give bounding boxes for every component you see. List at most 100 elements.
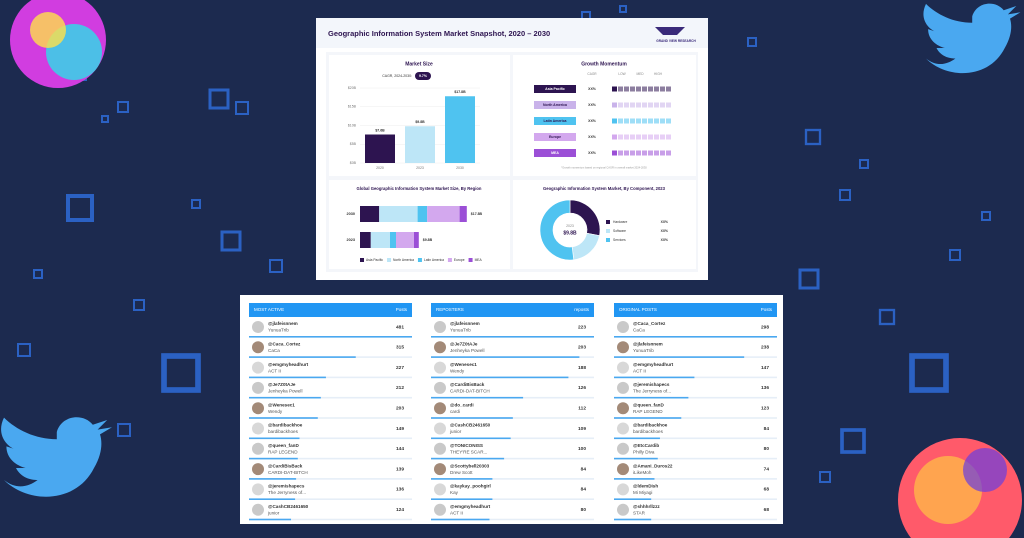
count: 100 xyxy=(578,446,586,452)
region-name: Europe xyxy=(549,135,561,139)
panel xyxy=(513,55,696,176)
note: *Growth momentum based on regional CAGR … xyxy=(561,166,647,170)
momentum-square xyxy=(648,86,653,92)
handle: @jlafeisnnem xyxy=(633,342,663,347)
decor-square xyxy=(878,308,896,326)
count: 147 xyxy=(761,365,769,371)
dashboard-title: Geographic Information System Market Sna… xyxy=(328,29,550,38)
decor-square xyxy=(798,268,820,290)
count-track xyxy=(249,376,412,379)
avatar xyxy=(434,503,446,516)
display-name: Wendy xyxy=(268,409,283,414)
momentum-square xyxy=(666,118,671,124)
momentum-square xyxy=(642,150,647,156)
count-bar xyxy=(249,356,356,358)
display-name: The Jerryness of... xyxy=(633,389,671,394)
momentum-square xyxy=(630,134,635,140)
count-bar xyxy=(249,396,321,399)
handle: @CardiBisBack xyxy=(450,382,485,387)
momentum-square xyxy=(648,102,653,108)
handle: @queen_fanD xyxy=(268,443,299,448)
handle: @shhhrllzzz xyxy=(633,504,660,509)
x-tick-label: 2020 xyxy=(376,166,384,170)
count-bar xyxy=(431,518,490,521)
display-name: iLikeMoh xyxy=(633,470,652,475)
legend-swatch xyxy=(387,258,392,262)
display-name: Jenheyka Powell xyxy=(450,348,484,353)
center-value: $9.8B xyxy=(563,230,577,236)
momentum-square xyxy=(624,86,629,92)
column-header: LOW xyxy=(618,72,625,76)
handle: @jlafeisnnem xyxy=(268,321,298,326)
count-bar xyxy=(431,356,580,358)
decor-square xyxy=(804,128,822,146)
avatar xyxy=(617,422,629,435)
count-track xyxy=(614,518,777,521)
momentum-square xyxy=(654,150,659,156)
column-header: MED xyxy=(636,72,644,76)
avatar xyxy=(434,463,446,476)
momentum-square xyxy=(654,86,659,92)
momentum-square xyxy=(636,102,641,108)
display-name: bardibackhoes xyxy=(268,429,299,434)
momentum-square xyxy=(642,102,647,108)
decor-square xyxy=(949,249,961,261)
momentum-square xyxy=(636,118,641,124)
panel-title: Geographic Information System Market, By… xyxy=(543,186,666,191)
count: 315 xyxy=(396,345,404,351)
display-name: RAP LEGEND xyxy=(268,450,298,455)
momentum-square xyxy=(648,118,653,124)
momentum-square xyxy=(660,102,665,108)
handle: @EtcCardib xyxy=(633,443,659,448)
count-track xyxy=(614,457,777,460)
count: 80 xyxy=(764,446,770,452)
handle: @Wenesec1 xyxy=(268,402,295,407)
momentum-square xyxy=(630,102,635,108)
bar-segment xyxy=(370,232,390,248)
handle: @jeremishapecs xyxy=(268,484,305,489)
display-name: Kay xyxy=(450,490,459,495)
count-bar xyxy=(431,457,505,460)
region-name: Latin America xyxy=(543,119,566,123)
momentum-square xyxy=(618,118,623,124)
decor-square xyxy=(208,88,230,110)
region-badge xyxy=(534,85,576,93)
bar-segment xyxy=(396,232,414,248)
decor-square xyxy=(117,423,131,437)
display-name: YunuaTrib xyxy=(450,328,471,333)
count-track xyxy=(249,417,412,419)
count: 123 xyxy=(761,405,769,411)
momentum-square xyxy=(612,134,617,140)
bar xyxy=(405,126,435,163)
momentum-square xyxy=(648,150,653,156)
momentum-square xyxy=(612,118,617,124)
handle: @Wenesec1 xyxy=(450,362,477,367)
avatar xyxy=(434,381,446,394)
avatar xyxy=(617,402,629,415)
display-name: junior xyxy=(449,429,462,434)
y-tick-label: $15B xyxy=(348,105,357,109)
count: 126 xyxy=(578,385,586,391)
count-track xyxy=(614,498,777,500)
count-bar xyxy=(614,518,652,521)
count-track xyxy=(249,457,412,460)
dashboard-header xyxy=(316,18,708,48)
cagr-badge xyxy=(415,72,431,80)
count-bar xyxy=(249,518,292,521)
count-bar xyxy=(431,376,569,379)
legend-swatch xyxy=(360,258,364,262)
count-track xyxy=(249,498,412,500)
count-track xyxy=(614,376,777,379)
momentum-square xyxy=(624,102,629,108)
decor-square xyxy=(191,199,201,209)
handle: @CashCB2461650 xyxy=(450,423,491,428)
handle: @kaykay_poohgirl xyxy=(450,484,491,489)
value-label: XX% xyxy=(661,229,668,233)
avatar xyxy=(434,361,446,374)
legend-swatch xyxy=(447,258,452,262)
decor-square xyxy=(117,101,129,113)
count-track xyxy=(431,437,594,440)
count: 136 xyxy=(761,385,769,391)
count-bar xyxy=(614,396,689,399)
